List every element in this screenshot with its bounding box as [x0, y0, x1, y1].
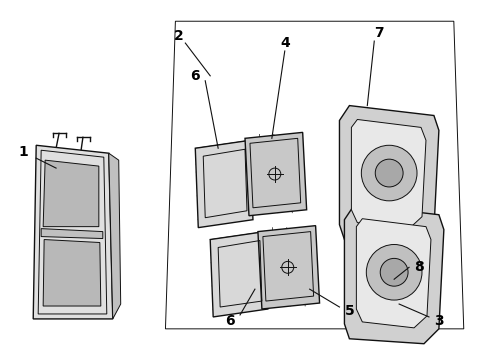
Polygon shape	[344, 205, 444, 344]
Circle shape	[361, 145, 417, 201]
Circle shape	[367, 244, 422, 300]
Text: 4: 4	[280, 36, 290, 50]
Polygon shape	[245, 132, 307, 216]
Polygon shape	[43, 160, 99, 227]
Polygon shape	[41, 229, 103, 239]
Text: 1: 1	[19, 145, 28, 159]
Text: 7: 7	[374, 26, 384, 40]
Text: 3: 3	[434, 314, 444, 328]
Polygon shape	[196, 140, 253, 228]
Polygon shape	[351, 120, 426, 229]
Text: 6: 6	[225, 314, 235, 328]
Circle shape	[380, 258, 408, 286]
Polygon shape	[109, 153, 121, 319]
Polygon shape	[340, 105, 439, 244]
Text: 8: 8	[414, 260, 424, 274]
Text: 6: 6	[191, 69, 200, 83]
Polygon shape	[43, 239, 101, 306]
Polygon shape	[33, 145, 113, 319]
Text: 5: 5	[344, 304, 354, 318]
Polygon shape	[38, 150, 107, 314]
Polygon shape	[356, 219, 431, 328]
Polygon shape	[258, 226, 319, 309]
Circle shape	[375, 159, 403, 187]
Text: 2: 2	[173, 29, 183, 43]
Polygon shape	[210, 231, 268, 317]
